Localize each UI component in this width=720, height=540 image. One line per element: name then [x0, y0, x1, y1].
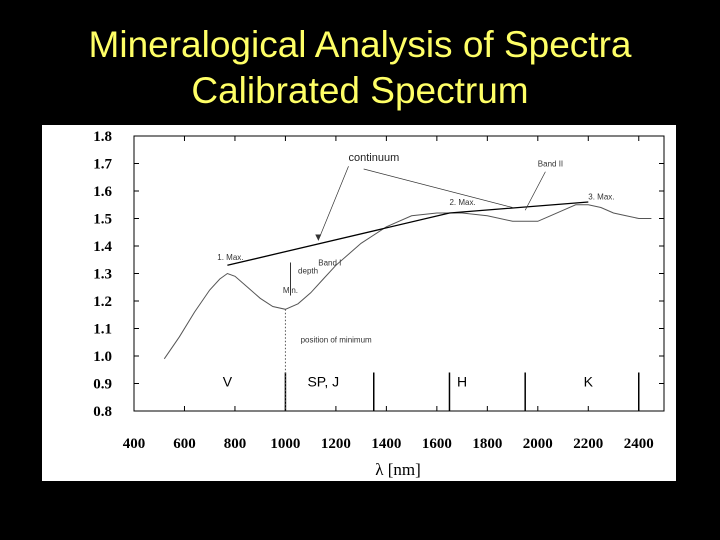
y-tick-label: 1.8	[93, 129, 112, 145]
band-region-label: H	[457, 373, 467, 389]
x-tick-label: 2000	[523, 436, 553, 452]
continuum-pointer-line-2	[363, 168, 513, 208]
x-tick-label: 600	[173, 436, 196, 452]
slide-title: Mineralogical Analysis of Spectra Calibr…	[0, 22, 720, 114]
y-tick-label: 1.0	[93, 349, 112, 365]
band-region-label: K	[584, 373, 594, 389]
y-tick-label: 0.8	[93, 404, 112, 420]
annotation-label: position of minimum	[301, 335, 372, 344]
x-tick-label: 1000	[270, 436, 300, 452]
title-line-1: Mineralogical Analysis of Spectra	[88, 24, 632, 65]
x-tick-label: 400	[123, 436, 146, 452]
annotation-label: continuum	[349, 152, 400, 164]
y-tick-label: 0.9	[93, 377, 112, 393]
x-tick-label: 1200	[321, 436, 351, 452]
x-tick-label: 1400	[371, 436, 401, 452]
y-tick-label: 1.1	[93, 322, 112, 338]
y-tick-label: 1.3	[93, 267, 112, 283]
x-tick-label: 1600	[422, 436, 452, 452]
y-tick-label: 1.5	[93, 212, 112, 228]
continuum-line	[227, 201, 589, 266]
y-tick-label: 1.2	[93, 294, 112, 310]
band-region-label: SP, J	[307, 373, 339, 389]
y-tick-label: 1.4	[93, 239, 112, 255]
band-ii-pointer-line	[524, 171, 546, 211]
chart-panel: 0.8 0.9 1.0 1.1 1.2 1.3 1.4 1.5 1.6 1.7 1.8 400 600…	[42, 125, 676, 481]
continuum-pointer-line	[317, 166, 349, 241]
band-region-label: V	[223, 373, 233, 389]
x-tick-label: 2200	[573, 436, 603, 452]
annotation-label: 1. Max.	[217, 253, 243, 262]
x-tick-label: 2400	[624, 436, 654, 452]
spectrum-curve	[163, 204, 652, 360]
title-line-2: Calibrated Spectrum	[191, 70, 529, 111]
annotation-label: Min.	[283, 286, 298, 295]
annotation-label: 3. Max.	[588, 192, 614, 201]
x-tick-label: 1800	[472, 436, 502, 452]
annotation-label: Band I	[318, 258, 341, 267]
x-tick-label: 800	[224, 436, 247, 452]
continuum-arrowhead	[315, 234, 322, 241]
annotation-label: depth	[298, 267, 318, 276]
x-axis-label: λ [nm]	[375, 460, 421, 479]
spectrum-chart: 0.8 0.9 1.0 1.1 1.2 1.3 1.4 1.5 1.6 1.7 1.8 400 600…	[93, 129, 665, 479]
annotation-label: 2. Max.	[449, 198, 475, 207]
annotation-label: Band II	[538, 159, 563, 168]
y-tick-label: 1.6	[93, 184, 112, 200]
y-tick-label: 1.7	[93, 157, 112, 173]
plot-frame	[133, 135, 665, 412]
